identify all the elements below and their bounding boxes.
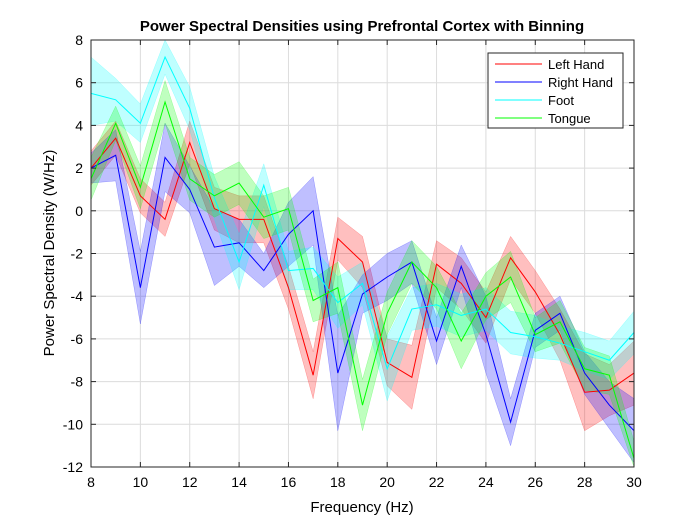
chart-title: Power Spectral Densities using Prefronta… (140, 18, 584, 35)
x-tick-label: 12 (182, 474, 198, 490)
x-tick-label: 24 (478, 474, 494, 490)
y-tick-label: -6 (71, 331, 84, 347)
legend-label-foot: Foot (548, 93, 574, 108)
y-tick-label: 2 (75, 160, 83, 176)
y-tick-label: 0 (75, 203, 83, 219)
y-tick-label: -12 (63, 459, 83, 475)
y-axis-label: Power Spectral Density (W/Hz) (41, 150, 58, 357)
x-tick-label: 18 (330, 474, 346, 490)
tongue-line (90, 100, 635, 459)
legend-label-left-hand: Left Hand (548, 57, 604, 72)
legend-label-right-hand: Right Hand (548, 75, 613, 90)
x-tick-label: 10 (133, 474, 149, 490)
legend-label-tongue: Tongue (548, 111, 591, 126)
x-tick-label: 20 (379, 474, 395, 490)
y-axis-ticks: 8 6 4 2 0 -2 -4 -6 -8 -10 -12 (63, 32, 634, 475)
x-tick-label: 16 (281, 474, 297, 490)
x-tick-label: 14 (231, 474, 247, 490)
y-tick-label: 6 (75, 75, 83, 91)
left-hand-line (90, 137, 635, 393)
y-tick-label: -4 (71, 288, 84, 304)
x-tick-label: 28 (577, 474, 593, 490)
x-tick-label: 8 (87, 474, 95, 490)
y-tick-label: -8 (71, 374, 84, 390)
right-hand-line (90, 154, 635, 432)
x-tick-label: 30 (626, 474, 642, 490)
x-axis-label: Frequency (Hz) (310, 499, 413, 516)
foot-line (90, 55, 635, 371)
x-tick-label: 22 (429, 474, 445, 490)
x-tick-label: 26 (527, 474, 543, 490)
series-lines (90, 55, 635, 459)
y-tick-label: 4 (75, 117, 83, 133)
legend-box (487, 52, 624, 129)
legend: Left Hand Right Hand Foot Tongue (487, 52, 624, 129)
y-tick-label: -2 (71, 246, 84, 262)
y-tick-label: 8 (75, 32, 83, 48)
y-tick-label: -10 (63, 416, 83, 432)
x-axis-ticks: 8 10 12 14 16 18 20 22 24 26 28 30 (87, 40, 642, 490)
